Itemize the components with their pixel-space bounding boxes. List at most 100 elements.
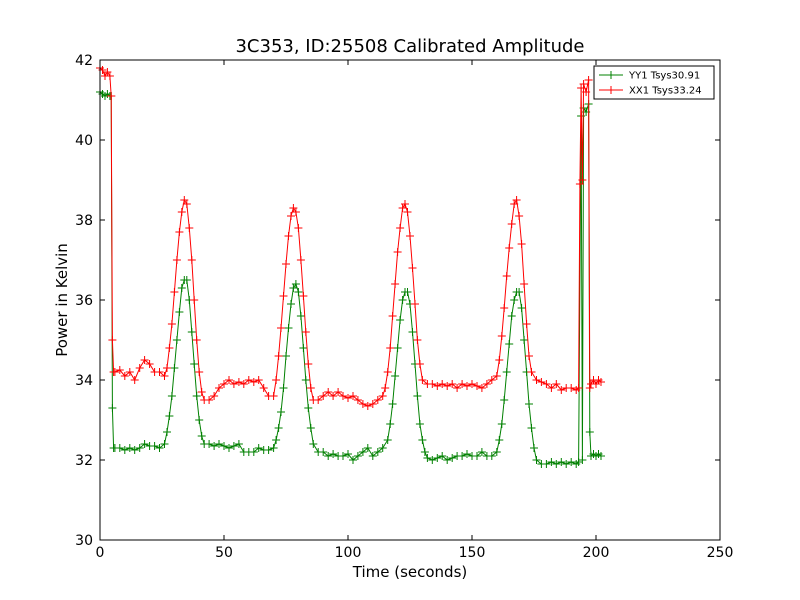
data-point-xx1 [495, 356, 504, 364]
x-tick-label: 100 [335, 545, 362, 561]
data-point-xx1 [272, 376, 281, 384]
data-point-xx1 [473, 382, 481, 390]
data-point-xx1 [105, 72, 114, 80]
data-point-yy1 [517, 304, 526, 312]
data-point-xx1 [373, 396, 382, 404]
data-point-yy1 [249, 448, 258, 456]
data-point-xx1 [239, 380, 248, 388]
data-point-xx1 [537, 378, 546, 386]
data-point-xx1 [579, 80, 588, 88]
x-axis-label: Time (seconds) [352, 563, 468, 581]
data-point-yy1 [264, 446, 273, 454]
data-point-xx1 [296, 256, 305, 264]
data-point-yy1 [510, 296, 519, 304]
data-point-yy1 [438, 452, 447, 460]
data-point-xx1 [334, 388, 343, 396]
data-point-xx1 [542, 380, 551, 388]
data-point-xx1 [195, 368, 204, 376]
data-point-yy1 [388, 400, 397, 408]
data-point-yy1 [277, 408, 285, 416]
data-point-yy1 [497, 420, 506, 428]
data-point-yy1 [282, 352, 290, 360]
x-tick-label: 150 [459, 545, 486, 561]
data-point-xx1 [578, 176, 587, 184]
data-point-yy1 [234, 440, 243, 448]
data-point-xx1 [259, 384, 268, 392]
data-point-yy1 [167, 392, 176, 400]
data-point-xx1 [306, 384, 315, 392]
data-point-xx1 [130, 376, 139, 384]
data-point-xx1 [403, 208, 412, 216]
data-point-xx1 [215, 384, 223, 392]
chart-title: 3C353, ID:25508 Calibrated Amplitude [235, 36, 584, 57]
data-point-yy1 [195, 416, 204, 424]
data-point-xx1 [477, 384, 486, 392]
data-point-xx1 [408, 264, 417, 272]
data-point-xx1 [163, 364, 171, 372]
legend-marker-xx1 [607, 86, 615, 94]
data-point-xx1 [363, 402, 372, 410]
data-point-xx1 [282, 260, 290, 268]
data-point-xx1 [254, 376, 263, 384]
data-point-yy1 [505, 340, 514, 348]
legend-marker-yy1 [607, 71, 615, 79]
y-tick-label: 32 [75, 453, 93, 469]
data-point-yy1 [532, 456, 541, 464]
data-point-yy1 [413, 392, 422, 400]
data-point-yy1 [296, 312, 305, 320]
data-point-yy1 [567, 458, 576, 466]
data-point-xx1 [165, 344, 174, 352]
data-point-yy1 [520, 336, 529, 344]
data-point-yy1 [301, 376, 310, 384]
data-point-yy1 [415, 420, 424, 428]
data-point-xx1 [182, 200, 191, 208]
data-point-yy1 [115, 444, 124, 452]
y-tick-label: 40 [75, 133, 93, 149]
data-point-yy1 [378, 444, 387, 452]
data-point-xx1 [391, 280, 400, 288]
data-point-yy1 [120, 446, 129, 454]
data-point-yy1 [423, 454, 432, 462]
data-point-xx1 [386, 344, 395, 352]
data-point-yy1 [420, 448, 429, 456]
data-point-xx1 [482, 380, 491, 388]
data-point-xx1 [301, 328, 310, 336]
y-tick-label: 36 [75, 293, 93, 309]
data-point-yy1 [182, 276, 191, 284]
data-point-xx1 [205, 396, 214, 404]
data-point-yy1 [160, 440, 169, 448]
data-point-xx1 [284, 232, 293, 240]
data-point-yy1 [150, 442, 159, 450]
data-point-xx1 [507, 220, 516, 228]
data-point-yy1 [172, 336, 181, 344]
data-point-xx1 [107, 92, 116, 100]
data-point-xx1 [585, 384, 594, 392]
data-point-yy1 [393, 344, 402, 352]
x-tick-label: 0 [96, 545, 105, 561]
data-point-yy1 [403, 288, 412, 296]
data-point-yy1 [487, 452, 496, 460]
data-point-xx1 [358, 400, 367, 408]
data-point-xx1 [393, 248, 402, 256]
data-point-yy1 [349, 456, 357, 464]
data-point-yy1 [190, 360, 199, 368]
y-tick-label: 38 [75, 213, 93, 229]
y-tick-label: 42 [75, 53, 93, 69]
data-point-yy1 [507, 312, 516, 320]
data-point-yy1 [229, 442, 238, 450]
data-point-xx1 [170, 288, 179, 296]
data-point-yy1 [502, 368, 511, 376]
data-point-xx1 [324, 388, 333, 396]
data-point-xx1 [396, 224, 405, 232]
data-point-xx1 [190, 296, 199, 304]
data-point-yy1 [304, 404, 313, 412]
data-point-xx1 [413, 336, 422, 344]
data-point-yy1 [306, 424, 315, 432]
data-point-yy1 [324, 452, 333, 460]
data-point-xx1 [277, 324, 285, 332]
data-point-xx1 [582, 88, 591, 96]
data-point-yy1 [443, 456, 452, 464]
data-point-xx1 [557, 386, 566, 394]
data-point-yy1 [192, 392, 201, 400]
data-point-yy1 [373, 448, 382, 456]
